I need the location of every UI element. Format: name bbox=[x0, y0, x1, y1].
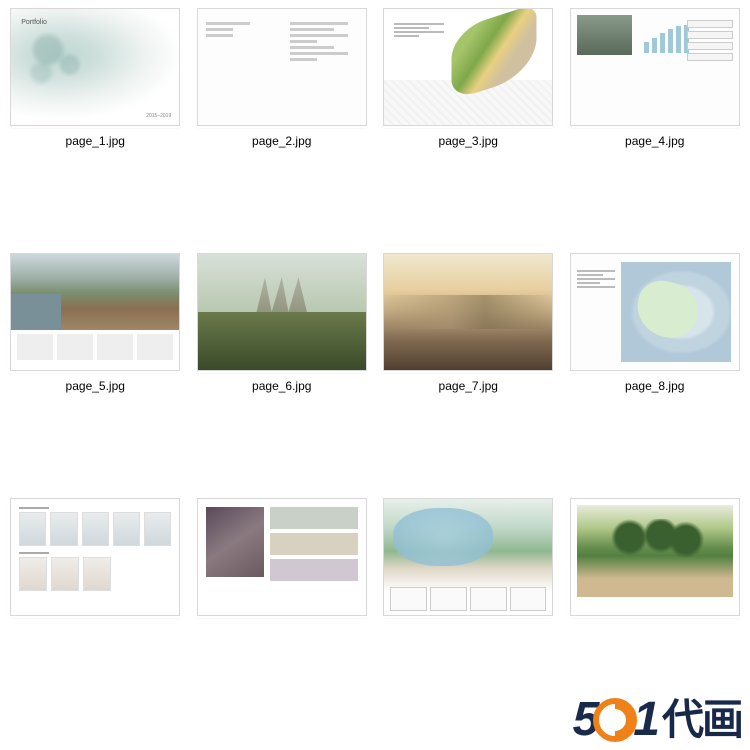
file-item[interactable]: Portfolio2015–2019 page_1.jpg bbox=[2, 4, 189, 249]
file-label: page_6.jpg bbox=[252, 379, 311, 393]
file-item[interactable]: page_5.jpg bbox=[2, 249, 189, 494]
thumbnail-image bbox=[570, 253, 740, 371]
file-label: page_8.jpg bbox=[625, 379, 684, 393]
file-item[interactable]: page_4.jpg bbox=[562, 4, 749, 249]
file-label: page_7.jpg bbox=[439, 379, 498, 393]
thumbnail-image bbox=[383, 498, 553, 616]
file-item[interactable]: page_7.jpg bbox=[375, 249, 562, 494]
thumbnail-image bbox=[570, 8, 740, 126]
thumbnail-image bbox=[383, 8, 553, 126]
file-item[interactable]: page_2.jpg bbox=[189, 4, 376, 249]
thumbnail-image bbox=[383, 253, 553, 371]
thumbnail-image bbox=[197, 498, 367, 616]
thumbnail-grid: Portfolio2015–2019 page_1.jpg page_2.jpg… bbox=[0, 0, 750, 743]
file-item[interactable]: page_8.jpg bbox=[562, 249, 749, 494]
file-label: page_1.jpg bbox=[66, 134, 125, 148]
thumbnail-image bbox=[197, 8, 367, 126]
file-label: page_3.jpg bbox=[439, 134, 498, 148]
file-item[interactable] bbox=[2, 494, 189, 739]
file-label: page_2.jpg bbox=[252, 134, 311, 148]
file-label: page_5.jpg bbox=[66, 379, 125, 393]
thumbnail-image bbox=[570, 498, 740, 616]
file-item[interactable] bbox=[375, 494, 562, 739]
file-item[interactable]: page_6.jpg bbox=[189, 249, 376, 494]
thumbnail-image bbox=[197, 253, 367, 371]
thumbnail-image bbox=[10, 253, 180, 371]
file-item[interactable] bbox=[189, 494, 376, 739]
thumbnail-image bbox=[10, 498, 180, 616]
watermark-logo: 5 1 代画 bbox=[573, 696, 742, 744]
thumbnail-image: Portfolio2015–2019 bbox=[10, 8, 180, 126]
watermark-ring-icon bbox=[593, 698, 637, 742]
file-item[interactable]: page_3.jpg bbox=[375, 4, 562, 249]
file-label: page_4.jpg bbox=[625, 134, 684, 148]
watermark-text-cn: 代画 bbox=[662, 699, 742, 741]
